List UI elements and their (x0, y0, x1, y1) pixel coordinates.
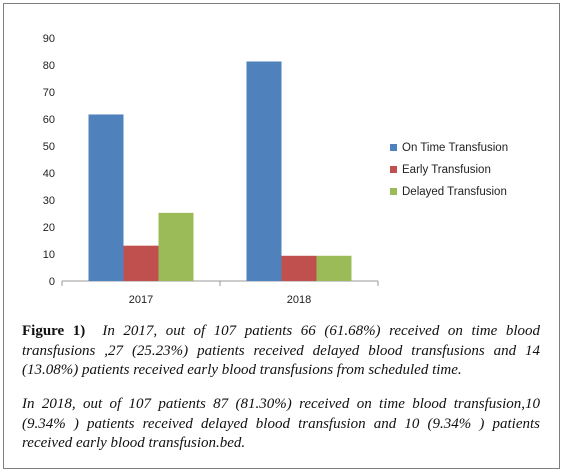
legend-label: Early Transfusion (402, 164, 491, 176)
bar-on-time-transfusion-2017 (88, 114, 124, 282)
bar-delayed-transfusion-2017 (158, 212, 194, 281)
caption-p2-line-2: (9.34% ) patients received delayed blood… (22, 415, 540, 432)
bar-on-time-transfusion-2018 (246, 61, 282, 281)
bar-delayed-transfusion-2018 (316, 255, 352, 281)
figure-label: Figure 1) (22, 323, 86, 339)
x-tick-label: 2018 (287, 294, 311, 306)
y-axis-ticks: 0 10 20 30 40 50 60 70 80 90 (43, 33, 55, 288)
y-tick-label: 50 (43, 141, 55, 153)
caption-line-1: Figure 1) In 2017, out of 107 patients 6… (22, 322, 540, 342)
legend-swatch (390, 166, 397, 173)
x-tick-label: 2017 (129, 294, 153, 306)
y-tick-label: 70 (43, 87, 55, 99)
y-tick-label: 30 (43, 195, 55, 207)
caption-paragraph-2: In 2018, out of 107 patients 87 (81.30%)… (22, 395, 540, 454)
y-tick-label: 60 (43, 114, 55, 126)
legend-label: On Time Transfusion (402, 142, 508, 154)
y-tick-label: 90 (43, 33, 55, 45)
caption-p2-line-3: received early blood transfusion.bed. (22, 435, 246, 451)
y-tick-label: 40 (43, 168, 55, 180)
y-tick-label: 0 (49, 276, 55, 288)
legend-swatch (390, 144, 397, 151)
y-tick-label: 20 (43, 222, 55, 234)
caption-p2-line-1: In 2018, out of 107 patients 87 (81.30%)… (22, 396, 540, 412)
y-tick-label: 10 (43, 249, 55, 261)
caption-paragraph-1: Figure 1) In 2017, out of 107 patients 6… (22, 322, 540, 381)
legend-label: Delayed Transfusion (402, 186, 507, 198)
bar-chart: 0 10 20 30 40 50 60 70 80 90 2017 2018 On Time Tra… (43, 33, 508, 306)
bar-early-transfusion-2018 (281, 255, 317, 281)
legend: On Time Transfusion Early Transfusion Dela… (390, 142, 508, 198)
bar-early-transfusion-2017 (123, 245, 159, 281)
caption-p1-line-3: (13.08%) patients received early blood t… (22, 362, 462, 378)
x-axis-labels: 2017 2018 (129, 294, 311, 306)
legend-swatch (390, 188, 397, 195)
bars-group (88, 61, 352, 282)
caption-p1-line-1: In 2017, out of 107 patients 66 (61.68%)… (102, 323, 540, 339)
caption-p1-line-2: transfusions ,27 (25.23%) patients recei… (22, 342, 540, 359)
y-tick-label: 80 (43, 60, 55, 72)
